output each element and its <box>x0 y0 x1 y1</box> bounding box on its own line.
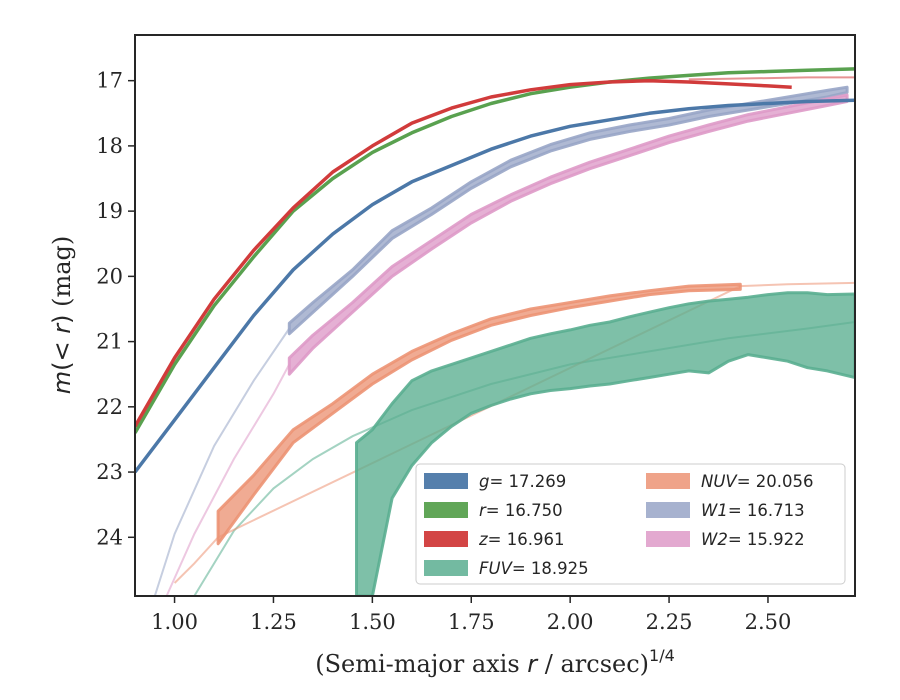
series-fuv-band <box>355 291 855 596</box>
x-tick-label: 1.75 <box>448 610 495 634</box>
series-r-line <box>135 67 855 434</box>
x-tick-label: 2.25 <box>646 610 693 634</box>
legend: g= 17.269 r= 16.750 z= 16.961 FUV= 18.925 NU… <box>415 463 846 585</box>
series-nuv-band <box>216 282 742 546</box>
legend-label-r: r= 16.750 <box>479 501 563 520</box>
x-tick-label: 2.00 <box>547 610 594 634</box>
legend-swatch-w2 <box>646 531 690 547</box>
y-tick-label: 24 <box>96 525 123 549</box>
plot-frame <box>134 34 856 597</box>
legend-swatch-nuv <box>646 473 690 489</box>
y-tick-label: 17 <box>96 69 123 93</box>
y-tick-label: 19 <box>96 199 123 223</box>
x-tick-label: 1.50 <box>349 610 396 634</box>
legend-label-nuv: NUV= 20.056 <box>701 472 814 491</box>
x-axis-label: (Semi-major axis r / arcsec)1/4 <box>315 646 675 678</box>
legend-swatch-z <box>424 531 468 547</box>
series-w1-band <box>287 85 849 336</box>
legend-label-g: g= 17.269 <box>479 472 566 491</box>
x-tick-label: 1.25 <box>250 610 297 634</box>
y-tick-label: 22 <box>96 395 123 419</box>
legend-label-fuv: FUV= 18.925 <box>479 559 589 578</box>
legend-swatch-g <box>424 473 468 489</box>
legend-swatch-r <box>424 502 468 518</box>
y-axis-label: m(< r) (mag) <box>48 236 76 395</box>
line-layer <box>135 67 855 474</box>
tick-layer: 1.00 1.25 1.50 1.75 2.00 2.25 2.50 17 18 19 20 21 22… <box>96 69 791 634</box>
series-z-model-curve <box>688 76 855 81</box>
legend-swatch-fuv <box>424 560 468 576</box>
series-w2-model-curve <box>165 363 291 596</box>
legend-swatch-w1 <box>646 502 690 518</box>
series-g-line <box>135 98 855 474</box>
x-tick-label: 2.50 <box>745 610 792 634</box>
legend-frame <box>415 463 846 585</box>
legend-label-z: z= 16.961 <box>478 530 564 549</box>
y-tick-label: 21 <box>96 330 123 354</box>
legend-label-w2: W2= 15.922 <box>701 530 805 549</box>
y-tick-label: 20 <box>96 264 123 288</box>
legend-label-w1: W1= 16.713 <box>701 501 805 520</box>
y-tick-label: 23 <box>96 460 123 484</box>
series-z-line <box>135 78 792 428</box>
y-tick-label: 18 <box>96 134 123 158</box>
x-tick-label: 1.00 <box>151 610 198 634</box>
series-w1-model-curve <box>153 327 291 596</box>
